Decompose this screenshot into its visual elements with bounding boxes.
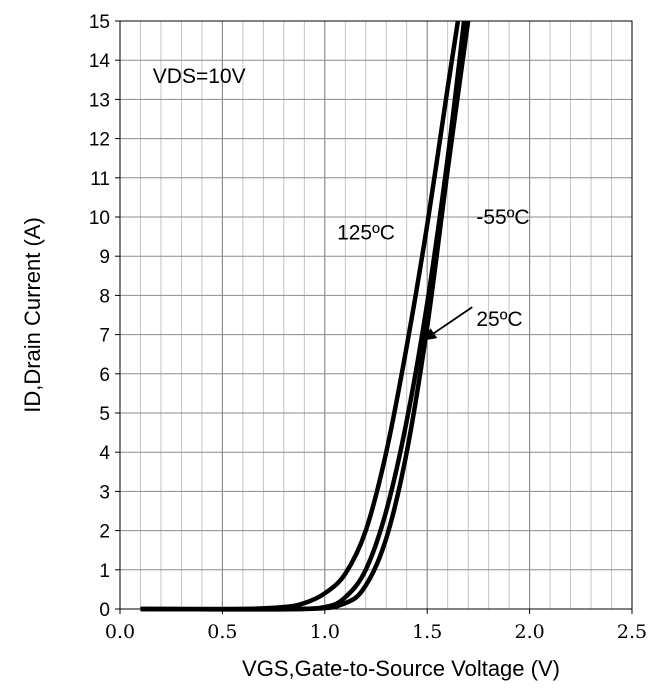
x-tick-label: 1.5 bbox=[412, 621, 442, 643]
y-tick-label: 12 bbox=[89, 130, 110, 151]
x-tick-label: 0.5 bbox=[207, 621, 237, 643]
y-tick-label: 0 bbox=[99, 600, 110, 621]
x-axis-title: VGS,Gate-to-Source Voltage (V) bbox=[242, 656, 560, 681]
series-line-0 bbox=[140, 20, 461, 612]
series-layer bbox=[140, 20, 471, 612]
annotation-layer: VDS=10V 125ºC -55ºC 25ºC bbox=[153, 65, 530, 342]
x-tick-label: 2.5 bbox=[617, 621, 647, 643]
y-tick-label: 15 bbox=[89, 12, 110, 33]
y-tick-label: 5 bbox=[99, 404, 110, 425]
annotation-label: -55ºC bbox=[476, 206, 529, 229]
x-tick-labels: 0.0 0.5 1.0 1.5 2.0 2.5 bbox=[105, 609, 647, 643]
y-tick-label: 4 bbox=[99, 443, 110, 464]
y-tick-label: 1 bbox=[99, 561, 110, 582]
grid bbox=[120, 21, 632, 609]
y-tick-label: 8 bbox=[99, 286, 110, 307]
x-tick-label: 2.0 bbox=[514, 621, 544, 643]
annotation-label: 25ºC bbox=[476, 308, 522, 331]
series-line-1 bbox=[140, 20, 467, 612]
y-tick-label: 11 bbox=[90, 169, 110, 190]
y-tick-label: 14 bbox=[89, 51, 111, 72]
y-axis-title: ID,Drain Current (A) bbox=[20, 217, 45, 413]
y-tick-label: 13 bbox=[89, 90, 110, 111]
x-tick-label: 0.0 bbox=[105, 621, 135, 643]
y-tick-label: 6 bbox=[99, 365, 110, 386]
annotation-arrow-head bbox=[423, 328, 438, 341]
y-tick-label: 9 bbox=[99, 247, 110, 268]
series-line-2 bbox=[140, 20, 471, 612]
y-tick-label: 2 bbox=[99, 522, 110, 543]
y-tick-label: 3 bbox=[99, 482, 110, 503]
x-tick-label: 1.0 bbox=[310, 621, 340, 643]
annotation-label: VDS=10V bbox=[153, 65, 246, 88]
annotation-label: 125ºC bbox=[337, 222, 395, 245]
plot-frame bbox=[119, 20, 633, 610]
y-tick-label: 10 bbox=[89, 208, 110, 229]
y-tick-label: 7 bbox=[99, 326, 110, 347]
